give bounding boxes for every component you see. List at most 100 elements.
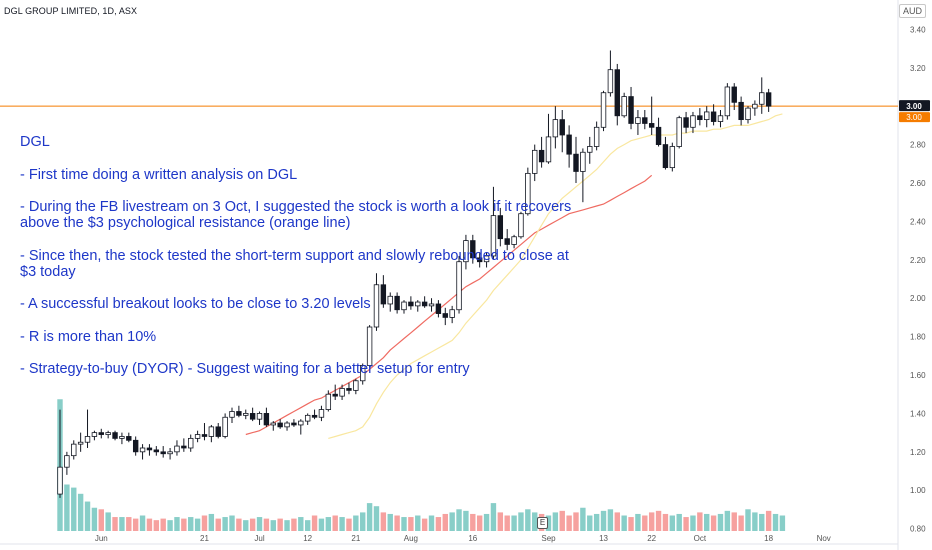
volume-bar <box>676 513 682 531</box>
volume-bar <box>201 515 208 531</box>
volume-bar <box>339 517 345 531</box>
candle-body <box>669 146 676 169</box>
volume-bar <box>373 506 380 531</box>
candle-body <box>476 257 483 263</box>
volume-bar <box>77 493 84 531</box>
candle <box>717 110 724 128</box>
candle-body <box>153 449 160 453</box>
candle-body <box>415 301 421 307</box>
candle-body <box>132 439 139 453</box>
candle-body <box>676 117 682 147</box>
y-tick-label: 1.60 <box>910 371 926 380</box>
y-tick-label: 2.60 <box>910 179 926 188</box>
candle <box>421 296 428 308</box>
candle <box>270 421 276 431</box>
candle-body <box>552 119 559 138</box>
candle <box>600 90 607 132</box>
candle-body <box>146 447 153 451</box>
volume-bar <box>91 507 98 531</box>
volume-bar <box>243 520 249 531</box>
candle-body <box>449 309 455 318</box>
volume-bar <box>442 513 448 531</box>
y-tick-label: 1.20 <box>910 448 926 457</box>
candle-body <box>64 455 70 468</box>
candle-body <box>243 413 249 416</box>
candle-body <box>249 413 256 420</box>
candle <box>428 298 435 312</box>
candle <box>745 106 751 124</box>
candle-body <box>497 215 504 240</box>
chart-title: DGL GROUP LIMITED, 1D, ASX <box>4 6 138 16</box>
candle-body <box>325 393 332 410</box>
candle-body <box>704 111 710 121</box>
candle-body <box>373 284 380 328</box>
candle-body <box>174 445 180 453</box>
volume-bar <box>731 512 737 531</box>
candle <box>311 409 318 420</box>
candle <box>325 390 332 412</box>
volume-bar <box>745 509 751 531</box>
candle-body <box>621 96 627 117</box>
candle <box>339 384 345 400</box>
volume-bar <box>380 512 387 531</box>
volume-bar <box>483 513 490 531</box>
x-tick-label: Nov <box>817 534 831 543</box>
volume-bar <box>167 520 173 531</box>
candle-body <box>270 422 276 426</box>
volume-bar <box>236 518 242 531</box>
candle-body <box>566 134 572 155</box>
volume-bar <box>284 520 290 531</box>
volume-bar <box>587 515 593 531</box>
volume-bar <box>401 517 407 531</box>
candle-body <box>738 101 744 121</box>
candle <box>64 451 70 475</box>
candle <box>669 142 676 172</box>
moving-average-long <box>245 174 653 436</box>
candle <box>587 136 593 164</box>
candle-body <box>263 413 270 426</box>
candle-body <box>573 153 579 172</box>
candle <box>146 444 153 456</box>
volume-bar <box>752 512 758 531</box>
moving-average-short <box>328 113 783 439</box>
candle-body <box>318 409 325 418</box>
volume-bar <box>449 512 455 531</box>
volume-bar <box>704 513 710 531</box>
candle <box>366 325 373 368</box>
currency-badge[interactable]: AUD <box>898 4 926 18</box>
volume-bar <box>772 513 779 531</box>
candle-body <box>538 149 545 163</box>
volume-bar <box>71 487 77 531</box>
candle-body <box>759 92 765 105</box>
volume-bar <box>532 512 538 531</box>
volume-bar <box>463 510 469 531</box>
annotation-line: - R is more than 10% <box>20 328 157 345</box>
candle <box>456 255 462 314</box>
candle <box>408 296 414 310</box>
candle <box>160 446 166 458</box>
annotation-line: - During the FB livestream on 3 Oct, I s… <box>20 199 572 232</box>
candle-body <box>222 416 228 437</box>
candle-body <box>311 414 318 418</box>
volume-bar <box>153 520 160 531</box>
candle <box>249 407 256 422</box>
earnings-marker-icon[interactable]: E <box>537 517 548 529</box>
x-tick-label: 12 <box>303 534 312 543</box>
candle-body <box>662 144 669 169</box>
volume-bar <box>497 512 504 531</box>
candle-body <box>731 86 737 103</box>
candle-body <box>181 445 187 449</box>
candle <box>105 430 111 439</box>
volume-bar <box>222 517 228 531</box>
volume-bar <box>635 513 641 531</box>
y-tick-label: 2.80 <box>910 141 926 150</box>
candle <box>759 77 765 114</box>
volume-bar <box>194 518 201 531</box>
candle <box>387 292 393 312</box>
candle <box>648 96 655 135</box>
candle <box>752 100 758 116</box>
candle-body <box>697 115 703 121</box>
volume-bar <box>366 503 373 531</box>
candle <box>208 424 215 443</box>
volume-bar <box>759 513 765 531</box>
